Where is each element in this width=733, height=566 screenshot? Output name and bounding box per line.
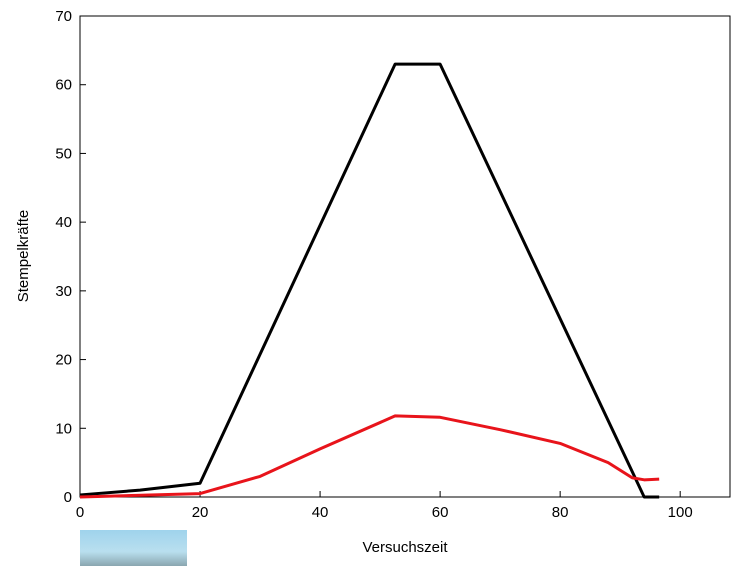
x-axis-title: Versuchszeit bbox=[362, 539, 448, 556]
y-tick-label: 30 bbox=[55, 283, 72, 300]
x-tick-label: 100 bbox=[668, 504, 693, 521]
x-tick-label: 80 bbox=[552, 504, 569, 521]
y-tick-label: 10 bbox=[55, 420, 72, 437]
y-tick-label: 60 bbox=[55, 77, 72, 94]
plot-frame bbox=[79, 15, 731, 498]
y-tick-label: 70 bbox=[55, 8, 72, 25]
y-tick-label: 0 bbox=[64, 489, 72, 506]
y-tick-label: 20 bbox=[55, 352, 72, 369]
line-series bbox=[79, 62, 660, 499]
x-tick-label: 40 bbox=[312, 504, 329, 521]
photo-fragment bbox=[80, 530, 187, 566]
x-tick-label: 0 bbox=[76, 504, 84, 521]
x-tick-label: 20 bbox=[192, 504, 209, 521]
y-tick-label: 50 bbox=[55, 145, 72, 162]
y-axis-title: Stempelkräfte bbox=[15, 210, 32, 303]
line-series bbox=[79, 414, 660, 499]
y-tick-label: 40 bbox=[55, 214, 72, 231]
x-tick-label: 60 bbox=[432, 504, 449, 521]
